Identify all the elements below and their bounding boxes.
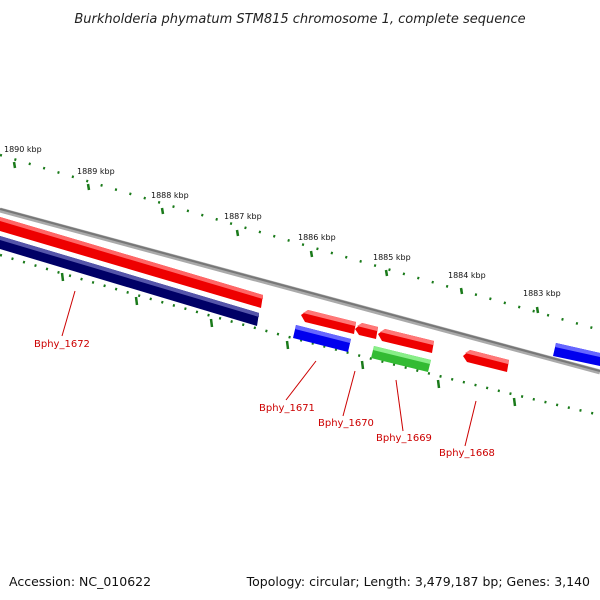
kbp-label-1883: 1883 kbp — [523, 289, 561, 298]
inner-major-tick — [512, 397, 517, 407]
callout-bphy-1670 — [342, 370, 356, 417]
kbp-scale-track: 1890 kbp 1889 kbp 1888 kbp 1887 kbp 1886… — [0, 145, 600, 332]
map-title: Burkholderia phymatum STM815 chromosome … — [74, 12, 525, 27]
gene-bphy-1668[interactable] — [463, 350, 509, 372]
inner-major-tick — [360, 360, 365, 370]
inner-major-tick — [285, 340, 290, 350]
topology-text: Topology: circular; Length: 3,479,187 bp… — [246, 574, 590, 589]
major-tick — [459, 287, 464, 295]
kbp-label-1890: 1890 kbp — [4, 145, 42, 154]
inner-major-tick — [209, 318, 214, 328]
gene-bphy-1669[interactable] — [371, 346, 431, 372]
gene-bphy-1671[interactable] — [293, 325, 351, 352]
callout-bphy-1672 — [61, 290, 76, 337]
kbp-label-1886: 1886 kbp — [298, 233, 336, 242]
label-bphy-1668: Bphy_1668 — [439, 448, 495, 459]
accession-text: Accession: NC_010622 — [9, 574, 151, 589]
inner-tick-track — [0, 253, 600, 417]
major-tick — [160, 207, 165, 215]
chromosome-backbone-core — [0, 208, 600, 372]
label-bphy-1671: Bphy_1671 — [259, 403, 315, 414]
kbp-label-1887: 1887 kbp — [224, 212, 262, 221]
gene-red-arrow-1[interactable] — [301, 310, 356, 334]
major-tick — [235, 229, 240, 237]
kbp-label-1885: 1885 kbp — [373, 253, 411, 262]
kbp-label-1889: 1889 kbp — [77, 167, 115, 176]
gene-forward-large[interactable] — [0, 217, 263, 308]
major-tick — [309, 250, 314, 258]
inner-major-tick — [134, 296, 139, 306]
major-tick — [384, 269, 389, 277]
major-tick — [535, 306, 540, 314]
kbp-label-1884: 1884 kbp — [448, 271, 486, 280]
gene-blue-right[interactable] — [553, 343, 600, 366]
label-bphy-1669: Bphy_1669 — [376, 433, 432, 444]
callout-bphy-1669 — [395, 379, 404, 432]
major-tick — [12, 161, 17, 169]
gene-red-arrow-2[interactable] — [378, 329, 434, 353]
major-tick — [86, 183, 91, 191]
gene-bphy-1670[interactable] — [355, 323, 378, 339]
label-bphy-1672: Bphy_1672 — [34, 339, 90, 350]
callout-bphy-1668 — [464, 400, 477, 447]
minor-ticks-outer — [0, 153, 600, 332]
gene-bphy-1672[interactable] — [0, 236, 259, 326]
inner-major-tick — [436, 379, 441, 389]
inner-major-tick — [60, 272, 65, 282]
label-bphy-1670: Bphy_1670 — [318, 418, 374, 429]
kbp-label-1888: 1888 kbp — [151, 191, 189, 200]
callout-bphy-1671 — [285, 360, 317, 401]
gene-callout-lines — [61, 290, 477, 447]
